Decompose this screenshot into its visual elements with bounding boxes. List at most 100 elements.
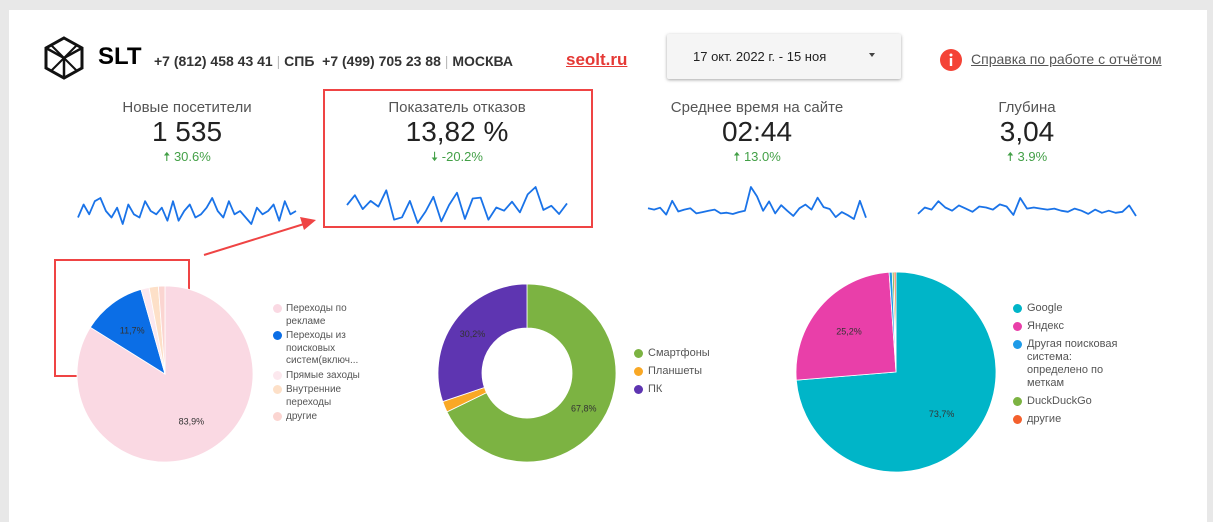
kpi-delta-value: 13.0%	[743, 149, 781, 164]
legend-item[interactable]: Планшеты	[634, 365, 754, 378]
contacts: +7 (812) 458 43 41 | СПБ +7 (499) 705 23…	[154, 53, 514, 69]
legend-item[interactable]: ПК	[634, 383, 754, 396]
date-range-picker[interactable]: 17 окт. 2022 г. - 15 ноя	[667, 34, 901, 79]
sparkline-time	[647, 186, 867, 220]
pie-slice[interactable]	[795, 271, 897, 381]
sparkline-bounce	[346, 186, 568, 224]
kpi-value: 02:44	[721, 116, 793, 147]
pie-slice[interactable]	[437, 283, 528, 403]
legend-item[interactable]: Переходы из поисковых систем(включ...	[273, 330, 383, 368]
legend-traffic-sources: Переходы по рекламе Переходы из поисковы…	[273, 303, 383, 426]
help-link[interactable]: Справка по работе с отчётом	[971, 51, 1162, 67]
legend-swatch	[273, 304, 282, 313]
kpi-label: Новые посетители	[122, 99, 252, 116]
sparkline-series	[647, 186, 867, 220]
arrow-up-icon: 🠅	[163, 149, 171, 164]
legend-item[interactable]: Переходы по рекламе	[273, 303, 383, 328]
legend-item[interactable]: DuckDuckGo	[1013, 395, 1123, 408]
legend-label: другие	[1027, 413, 1062, 425]
kpi-avg-time: Среднее время на сайте 02:44 🠅 13.0%	[637, 99, 877, 170]
phone-spb[interactable]: +7 (812) 458 43 41	[154, 53, 273, 69]
kpi-delta-value: 3.9%	[1017, 149, 1048, 164]
sparkline-series	[917, 197, 1137, 217]
legend-label: Другая поисковая система: определено по …	[1027, 338, 1118, 389]
kpi-delta-value: 30.6%	[173, 149, 211, 164]
sparkline-new-visitors	[77, 197, 297, 225]
legend-label: Переходы по рекламе	[286, 303, 347, 327]
legend-swatch	[634, 367, 643, 376]
legend-item[interactable]: Другая поисковая система: определено по …	[1013, 338, 1123, 390]
slice-label: 30,2%	[460, 329, 486, 339]
arrow-down-icon: 🠇	[431, 149, 439, 164]
date-range-value: 17 окт. 2022 г. - 15 ноя	[693, 49, 827, 64]
site-link[interactable]: seolt.ru	[566, 50, 628, 69]
legend-label: другие	[286, 411, 318, 422]
legend-swatch	[273, 385, 282, 394]
legend-swatch	[634, 385, 643, 394]
legend-item[interactable]: Google	[1013, 302, 1123, 315]
kpi-value: 13,82 %	[405, 116, 509, 147]
kpi-value: 1 535	[151, 116, 223, 147]
kpi-label: Показатель отказов	[388, 99, 526, 116]
legend-label: ПК	[648, 383, 663, 395]
arrow-up-icon: 🠅	[733, 149, 741, 164]
sparkline-depth	[917, 197, 1137, 217]
kpi-value: 3,04	[999, 116, 1055, 147]
city-moscow: МОСКВА	[452, 53, 514, 69]
pie-slice[interactable]	[157, 285, 166, 375]
sparkline-series	[346, 186, 568, 224]
info-icon[interactable]	[940, 49, 962, 71]
legend-swatch	[1013, 322, 1022, 331]
cube-logo-icon	[44, 36, 84, 80]
legend-swatch	[1013, 304, 1022, 313]
legend-label: Внутренние переходы	[286, 384, 342, 408]
legend-swatch	[634, 349, 643, 358]
slice-label: 11,7%	[120, 325, 145, 335]
legend-swatch	[1013, 340, 1022, 349]
arrow-up-icon: 🠅	[1006, 149, 1014, 164]
pie-search-engines: 73,7% 25,2%	[795, 271, 997, 473]
donut-devices: 67,8% 30,2%	[437, 283, 617, 463]
legend-item[interactable]: Яндекс	[1013, 320, 1123, 333]
kpi-depth: Глубина 3,04 🠅 3.9%	[907, 99, 1147, 170]
legend-label: Google	[1027, 302, 1063, 314]
annotation-arrow-icon	[203, 217, 316, 256]
pie-slice[interactable]	[446, 283, 617, 463]
sparkline-series	[77, 197, 297, 225]
legend-item[interactable]: Внутренние переходы	[273, 384, 383, 409]
kpi-delta: 🠅 3.9%	[907, 148, 1147, 170]
legend-item[interactable]: другие	[1013, 413, 1123, 426]
legend-swatch	[273, 331, 282, 340]
legend-item[interactable]: Смартфоны	[634, 347, 754, 360]
legend-label: Яндекс	[1027, 320, 1064, 332]
kpi-label: Среднее время на сайте	[670, 99, 844, 116]
slice-label: 83,9%	[179, 417, 205, 427]
kpi-delta: 🠇 -20.2%	[337, 148, 577, 170]
legend-swatch	[273, 412, 282, 421]
brand-name: SLT	[98, 43, 142, 70]
legend-label: Переходы из поисковых систем(включ...	[286, 330, 359, 366]
pie-slice[interactable]	[893, 271, 897, 373]
city-spb: СПБ	[284, 53, 315, 69]
legend-item[interactable]: Прямые заходы	[273, 370, 383, 383]
highlight-box-bounce	[323, 89, 593, 228]
dropdown-arrow-icon	[869, 53, 875, 57]
kpi-label: Глубина	[998, 99, 1056, 116]
legend-label: Планшеты	[648, 365, 703, 377]
slice-label: 67,8%	[571, 404, 597, 414]
pie-slice[interactable]	[89, 288, 166, 375]
legend-label: DuckDuckGo	[1027, 395, 1092, 407]
slice-label: 25,2%	[836, 327, 862, 337]
legend-label: Смартфоны	[648, 347, 710, 359]
legend-swatch	[1013, 415, 1022, 424]
kpi-delta-value: -20.2%	[441, 149, 483, 164]
legend-swatch	[273, 370, 282, 380]
legend-devices: Смартфоны Планшеты ПК	[634, 347, 754, 401]
kpi-delta: 🠅 30.6%	[67, 148, 307, 170]
kpi-new-visitors: Новые посетители 1 535 🠅 30.6%	[67, 99, 307, 170]
phone-moscow[interactable]: +7 (499) 705 23 88	[322, 53, 441, 69]
legend-search-engines: Google Яндекс Другая поисковая система: …	[1013, 302, 1123, 431]
kpi-delta: 🠅 13.0%	[637, 148, 877, 170]
legend-swatch	[1013, 397, 1022, 406]
legend-item[interactable]: другие	[273, 411, 383, 424]
